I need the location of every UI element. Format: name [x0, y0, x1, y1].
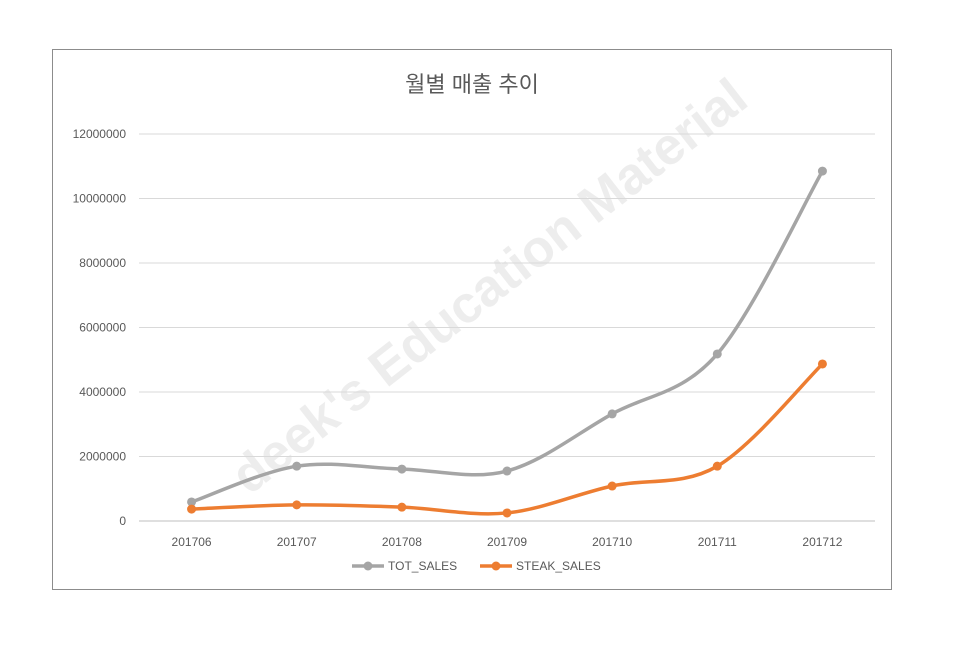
data-point	[712, 461, 722, 471]
y-tick-label: 12000000	[73, 127, 127, 141]
data-point	[607, 409, 617, 419]
data-point	[712, 349, 722, 359]
chart-title: 월별 매출 추이	[405, 72, 539, 97]
data-point	[292, 500, 302, 510]
x-tick-label: 201710	[592, 535, 632, 549]
x-tick-label: 201707	[277, 535, 317, 549]
x-tick-label: 201712	[802, 535, 842, 549]
legend-label: STEAK_SALES	[516, 559, 601, 573]
y-tick-label: 4000000	[79, 385, 126, 399]
legend-label: TOT_SALES	[388, 559, 457, 573]
x-tick-label: 201706	[172, 535, 212, 549]
data-point	[397, 464, 407, 474]
data-point	[817, 166, 827, 176]
data-point	[607, 481, 617, 491]
data-point	[502, 508, 512, 518]
data-point	[397, 502, 407, 512]
legend-marker	[363, 561, 373, 571]
x-tick-label: 201709	[487, 535, 527, 549]
data-point	[187, 497, 197, 507]
chart-frame	[52, 49, 892, 590]
data-point	[187, 504, 197, 514]
y-tick-label: 8000000	[79, 256, 126, 270]
y-tick-label: 0	[119, 514, 126, 528]
y-tick-label: 6000000	[79, 321, 126, 335]
x-tick-label: 201711	[698, 535, 737, 549]
y-tick-label: 10000000	[73, 192, 127, 206]
data-point	[502, 466, 512, 476]
data-point	[292, 461, 302, 471]
legend-marker	[491, 561, 501, 571]
y-tick-label: 2000000	[79, 450, 126, 464]
data-point	[817, 359, 827, 369]
watermark: deek's Education Material	[221, 68, 758, 506]
x-tick-label: 201708	[382, 535, 422, 549]
